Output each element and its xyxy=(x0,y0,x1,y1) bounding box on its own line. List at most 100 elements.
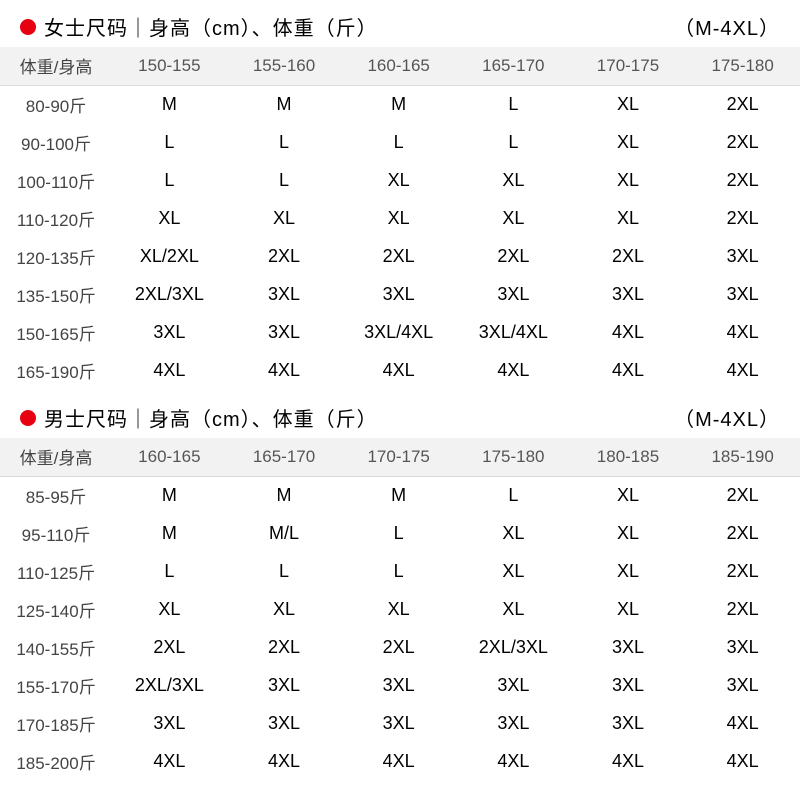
men-cell: XL xyxy=(112,590,227,628)
men-cell: 4XL xyxy=(227,742,342,780)
men-cell: M xyxy=(227,476,342,514)
men-cell: 2XL xyxy=(685,514,800,552)
women-corner: 体重/身高 xyxy=(0,47,112,85)
men-body: 85-95斤MMMLXL2XL95-110斤MM/LLXLXL2XL110-12… xyxy=(0,476,800,780)
women-cell: XL xyxy=(571,123,686,161)
women-cell: L xyxy=(112,123,227,161)
women-cell: XL/2XL xyxy=(112,237,227,275)
men-title: 男士尺码｜身高（cm）、体重（斤） xyxy=(44,403,378,432)
women-cell: 2XL xyxy=(456,237,571,275)
men-corner: 体重/身高 xyxy=(0,438,112,476)
men-cell: M xyxy=(341,476,456,514)
table-row: 150-165斤3XL3XL3XL/4XL3XL/4XL4XL4XL xyxy=(0,313,800,351)
women-cell: L xyxy=(112,161,227,199)
men-row-label: 140-155斤 xyxy=(0,628,112,666)
table-row: 140-155斤2XL2XL2XL2XL/3XL3XL3XL xyxy=(0,628,800,666)
men-cell: 3XL xyxy=(227,666,342,704)
men-cell: 3XL xyxy=(685,628,800,666)
women-col-header: 155-160 xyxy=(227,47,342,85)
women-row-label: 100-110斤 xyxy=(0,161,112,199)
men-cell: 3XL xyxy=(341,666,456,704)
men-cell: 2XL xyxy=(685,552,800,590)
men-row-label: 85-95斤 xyxy=(0,476,112,514)
women-cell: M xyxy=(227,85,342,123)
women-row-label: 110-120斤 xyxy=(0,199,112,237)
men-cell: 3XL xyxy=(571,628,686,666)
table-row: 95-110斤MM/LLXLXL2XL xyxy=(0,514,800,552)
women-row-label: 150-165斤 xyxy=(0,313,112,351)
men-header: 男士尺码｜身高（cm）、体重（斤） （M-4XL） xyxy=(0,403,800,438)
men-cell: 4XL xyxy=(685,704,800,742)
women-cell: XL xyxy=(571,161,686,199)
men-cell: 4XL xyxy=(341,742,456,780)
men-cell: XL xyxy=(571,552,686,590)
women-header: 女士尺码｜身高（cm）、体重（斤） （M-4XL） xyxy=(0,12,800,47)
women-col-header: 150-155 xyxy=(112,47,227,85)
women-col-header: 165-170 xyxy=(456,47,571,85)
men-cell: 3XL xyxy=(456,666,571,704)
women-cell: 3XL xyxy=(227,275,342,313)
table-row: 165-190斤4XL4XL4XL4XL4XL4XL xyxy=(0,351,800,389)
women-cell: 2XL xyxy=(685,85,800,123)
women-cell: L xyxy=(456,85,571,123)
women-cell: 2XL xyxy=(685,161,800,199)
men-cell: 4XL xyxy=(456,742,571,780)
bullet-icon xyxy=(20,410,36,426)
men-row-label: 95-110斤 xyxy=(0,514,112,552)
women-cell: XL xyxy=(341,199,456,237)
women-cell: 4XL xyxy=(685,351,800,389)
women-row-label: 135-150斤 xyxy=(0,275,112,313)
women-cell: XL xyxy=(456,161,571,199)
table-row: 170-185斤3XL3XL3XL3XL3XL4XL xyxy=(0,704,800,742)
women-cell: XL xyxy=(341,161,456,199)
men-section: 男士尺码｜身高（cm）、体重（斤） （M-4XL） 体重/身高 160-1651… xyxy=(0,403,800,780)
table-row: 90-100斤LLLLXL2XL xyxy=(0,123,800,161)
men-col-header: 185-190 xyxy=(685,438,800,476)
men-cell: 4XL xyxy=(685,742,800,780)
men-cell: 3XL xyxy=(227,704,342,742)
men-col-header: 180-185 xyxy=(571,438,686,476)
women-cell: 2XL xyxy=(341,237,456,275)
men-cell: 3XL xyxy=(571,704,686,742)
women-cell: 3XL xyxy=(227,313,342,351)
men-cell: XL xyxy=(571,514,686,552)
women-cell: 2XL xyxy=(685,123,800,161)
men-cell: L xyxy=(341,552,456,590)
women-col-header: 175-180 xyxy=(685,47,800,85)
men-cell: M/L xyxy=(227,514,342,552)
women-row-label: 165-190斤 xyxy=(0,351,112,389)
women-cell: XL xyxy=(571,199,686,237)
men-cell: 2XL xyxy=(341,628,456,666)
women-cell: M xyxy=(112,85,227,123)
table-row: 155-170斤2XL/3XL3XL3XL3XL3XL3XL xyxy=(0,666,800,704)
men-row-label: 125-140斤 xyxy=(0,590,112,628)
size-chart-sheet: 女士尺码｜身高（cm）、体重（斤） （M-4XL） 体重/身高 150-1551… xyxy=(0,0,800,780)
women-cell: 3XL xyxy=(571,275,686,313)
men-col-header: 165-170 xyxy=(227,438,342,476)
men-cell: L xyxy=(227,552,342,590)
men-cell: 3XL xyxy=(456,704,571,742)
men-cell: XL xyxy=(456,590,571,628)
men-header-row: 体重/身高 160-165165-170170-175175-180180-18… xyxy=(0,438,800,476)
women-cell: L xyxy=(456,123,571,161)
men-cell: L xyxy=(112,552,227,590)
women-cell: 2XL/3XL xyxy=(112,275,227,313)
women-cell: 3XL/4XL xyxy=(456,313,571,351)
men-cell: 2XL xyxy=(112,628,227,666)
women-cell: M xyxy=(341,85,456,123)
women-section: 女士尺码｜身高（cm）、体重（斤） （M-4XL） 体重/身高 150-1551… xyxy=(0,12,800,389)
women-cell: XL xyxy=(112,199,227,237)
women-cell: L xyxy=(341,123,456,161)
women-row-label: 90-100斤 xyxy=(0,123,112,161)
men-col-header: 170-175 xyxy=(341,438,456,476)
men-cell: 2XL/3XL xyxy=(456,628,571,666)
men-cell: 2XL xyxy=(227,628,342,666)
men-cell: 2XL/3XL xyxy=(112,666,227,704)
men-cell: XL xyxy=(227,590,342,628)
women-size-range: （M-4XL） xyxy=(674,12,780,41)
women-header-row: 体重/身高 150-155155-160160-165165-170170-17… xyxy=(0,47,800,85)
women-cell: 4XL xyxy=(685,313,800,351)
women-cell: 4XL xyxy=(227,351,342,389)
men-cell: XL xyxy=(571,590,686,628)
men-row-label: 110-125斤 xyxy=(0,552,112,590)
